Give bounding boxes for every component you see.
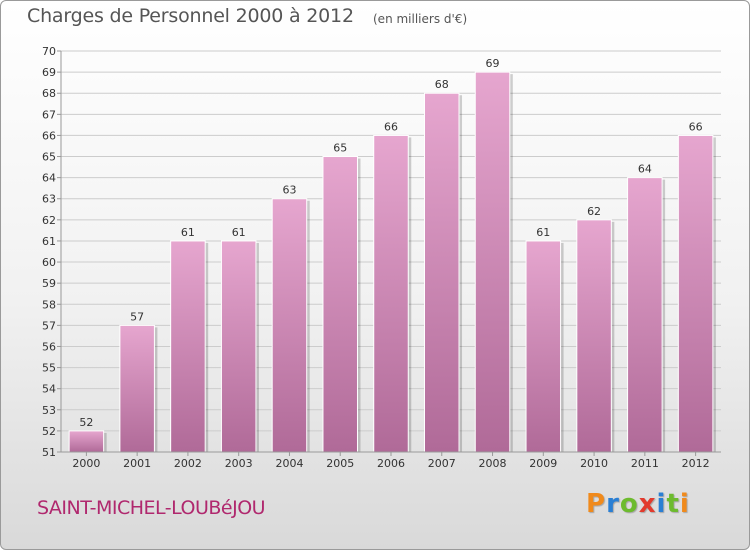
data-label: 69 [486, 57, 500, 70]
y-tick-label: 68 [42, 87, 56, 100]
data-label: 61 [536, 226, 550, 239]
data-label: 63 [282, 184, 296, 197]
y-tick-label: 56 [42, 340, 56, 353]
chart-title: Charges de Personnel 2000 à 2012 [27, 5, 354, 27]
data-label: 65 [333, 142, 347, 155]
y-tick-label: 59 [42, 277, 56, 290]
y-tick-label: 66 [42, 129, 56, 142]
bar [271, 198, 308, 453]
logo-letter: i [656, 489, 667, 519]
bar [119, 324, 155, 453]
x-tick-label: 2008 [479, 457, 507, 470]
x-tick-label: 2012 [682, 457, 710, 470]
bar [424, 92, 460, 453]
bar [474, 71, 511, 453]
proxiti-logo: Proxiti [586, 489, 690, 519]
y-tick-label: 52 [42, 425, 56, 438]
y-tick-label: 58 [42, 298, 56, 311]
x-tick-label: 2002 [174, 457, 202, 470]
bar [170, 240, 206, 453]
bar [627, 177, 663, 453]
y-tick-label: 63 [42, 193, 56, 206]
logo-letter: i [679, 489, 690, 519]
logo-letter: t [666, 489, 680, 519]
x-tick-label: 2001 [123, 457, 151, 470]
data-label: 62 [587, 205, 601, 218]
bar [576, 219, 612, 453]
logo-letter: x [638, 489, 657, 519]
data-label: 68 [435, 78, 449, 91]
y-tick-label: 64 [42, 172, 56, 185]
bar [68, 430, 105, 453]
y-tick-label: 61 [42, 235, 56, 248]
data-label: 61 [232, 226, 246, 239]
commune-name: SAINT-MICHEL-LOUBéJOU [37, 497, 266, 519]
y-tick-label: 60 [42, 256, 56, 269]
x-tick-label: 2007 [428, 457, 456, 470]
logo-letter: P [586, 489, 607, 519]
bars [68, 71, 716, 453]
x-tick-label: 2000 [72, 457, 100, 470]
logo-letter: r [606, 489, 620, 519]
bar [525, 240, 562, 453]
x-tick-label: 2006 [377, 457, 405, 470]
y-tick-label: 57 [42, 319, 56, 332]
bar [322, 156, 358, 453]
labels: 51 52 53 54 55 56 57 58 59 60 61 62 63 64 65 66 67 68 69 70… [42, 45, 710, 470]
y-tick-label: 65 [42, 151, 56, 164]
y-tick-label: 70 [42, 45, 56, 58]
data-label: 64 [638, 163, 652, 176]
y-tick-label: 67 [42, 108, 56, 121]
data-label: 66 [689, 120, 703, 133]
y-tick-label: 54 [42, 383, 56, 396]
logo-letter: o [619, 489, 639, 519]
data-label: 66 [384, 120, 398, 133]
y-tick-label: 62 [42, 214, 56, 227]
data-label: 52 [79, 416, 93, 429]
chart-subtitle: (en milliers d'€) [373, 12, 468, 26]
x-tick-label: 2011 [631, 457, 659, 470]
bar [677, 134, 714, 453]
x-tick-label: 2003 [225, 457, 253, 470]
y-tick-label: 51 [42, 446, 56, 459]
bar [220, 240, 257, 453]
x-tick-label: 2010 [580, 457, 608, 470]
y-tick-label: 53 [42, 404, 56, 417]
x-tick-label: 2009 [529, 457, 557, 470]
axes [57, 50, 721, 456]
y-tick-label: 55 [42, 362, 56, 375]
data-label: 57 [130, 310, 144, 323]
x-tick-label: 2004 [275, 457, 303, 470]
data-label: 61 [181, 226, 195, 239]
y-tick-label: 69 [42, 66, 56, 79]
bar [373, 134, 409, 453]
x-tick-label: 2005 [326, 457, 354, 470]
